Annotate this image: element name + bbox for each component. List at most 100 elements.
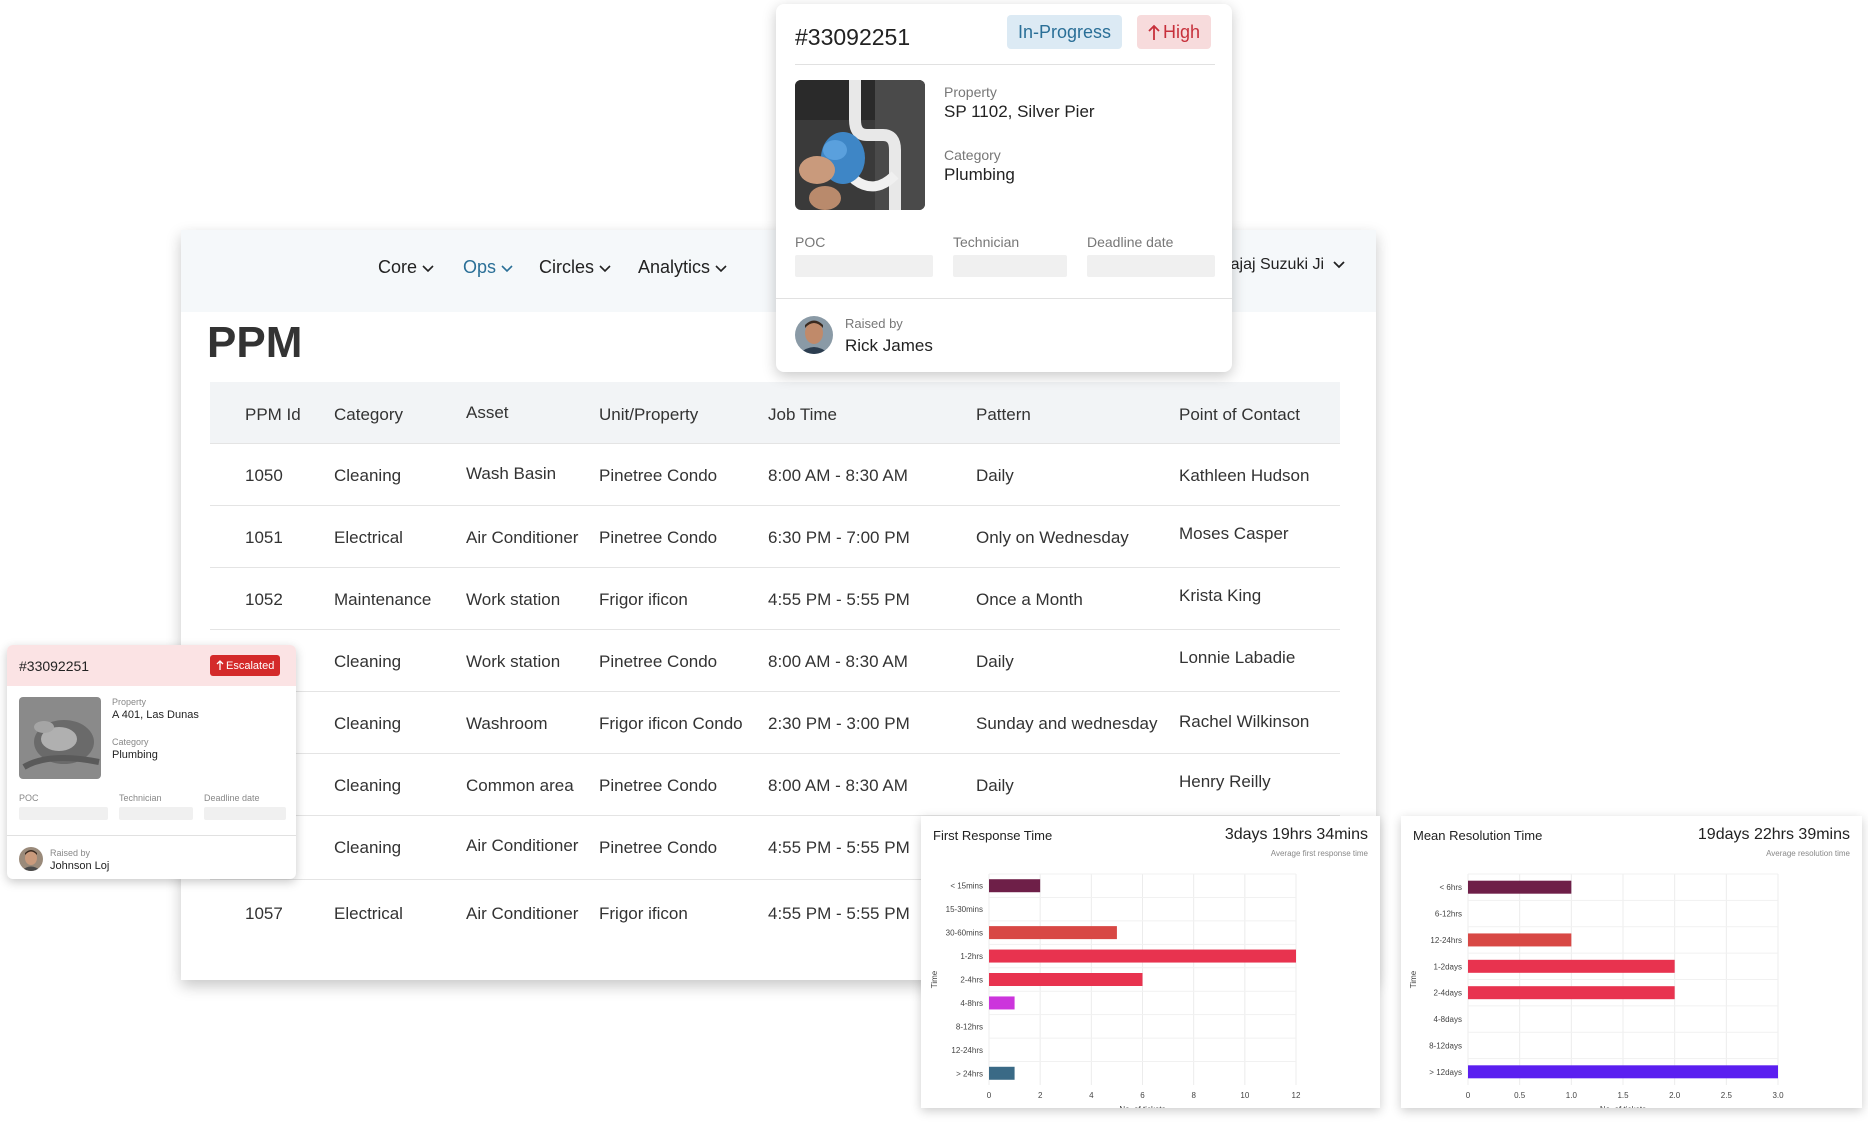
cell-property: Pinetree Condo xyxy=(599,652,718,671)
poc-label: POC xyxy=(19,793,39,803)
y-category-label: < 6hrs xyxy=(1440,883,1462,892)
chart-metric: 19days 22hrs 39mins xyxy=(1697,826,1850,843)
bar xyxy=(1468,933,1572,947)
mean-resolution-time-chart: Mean Resolution Time 19days 22hrs 39mins… xyxy=(1401,816,1862,1108)
nav-circles[interactable]: Circles xyxy=(539,257,612,278)
table-row[interactable]: Cleaning Washroom Frigor ificon Condo 2:… xyxy=(210,692,1340,754)
cell-asset: Air Conditioner xyxy=(466,836,579,855)
column-header[interactable]: Job Time xyxy=(768,405,837,424)
y-category-label: < 15mins xyxy=(950,882,983,891)
y-category-label: 4-8days xyxy=(1434,1015,1462,1024)
arrow-up-icon xyxy=(1148,24,1160,40)
y-category-label: 8-12hrs xyxy=(956,1022,983,1031)
escalated-ticket-card[interactable]: #33092251 Escalated Property A 401, Las … xyxy=(7,645,296,879)
cell-asset: Work station xyxy=(466,590,561,609)
cell-job-time: 8:00 AM - 8:30 AM xyxy=(768,466,908,485)
chevron-down-icon xyxy=(501,264,513,272)
cell-category: Cleaning xyxy=(334,776,402,795)
user-name: Bajaj Suzuki Ji xyxy=(1219,256,1324,273)
category-label: Category xyxy=(112,737,149,747)
x-tick-label: 2.0 xyxy=(1669,1091,1681,1100)
x-tick-label: 8 xyxy=(1191,1091,1196,1100)
nav-core[interactable]: Core xyxy=(378,257,435,278)
poc-placeholder xyxy=(19,807,108,820)
column-header[interactable]: Pattern xyxy=(976,405,1031,424)
raised-by-name: Rick James xyxy=(845,336,933,355)
page-title: PPM xyxy=(207,318,303,367)
chart-plot: 0 2 4 6 8 10 12 < 15mins 15-30mins 30-60mins 1-2hr… xyxy=(930,873,1301,1108)
y-category-label: 12-24hrs xyxy=(951,1046,983,1055)
chevron-down-icon xyxy=(422,264,434,272)
table-row[interactable]: 1050 Cleaning Wash Basin Pinetree Condo … xyxy=(210,444,1340,506)
cell-asset: Wash Basin xyxy=(466,464,557,483)
table-row[interactable]: 1052 Maintenance Work station Frigor ifi… xyxy=(210,568,1340,630)
x-tick-label: 1.5 xyxy=(1617,1091,1629,1100)
cell-contact: Rachel Wilkinson xyxy=(1179,712,1310,731)
ticket-photo[interactable] xyxy=(19,697,101,779)
y-category-label: > 12days xyxy=(1429,1068,1462,1077)
avatar xyxy=(795,316,833,354)
cell-ppm-id: 1051 xyxy=(245,528,283,547)
cell-pattern: Only on Wednesday xyxy=(976,528,1129,547)
bar xyxy=(989,973,1143,986)
table-row[interactable]: Cleaning Work station Pinetree Condo 8:0… xyxy=(210,630,1340,692)
user-menu[interactable]: Bajaj Suzuki Ji xyxy=(1220,256,1346,274)
status-badge: In-Progress xyxy=(1007,15,1123,49)
x-tick-label: 2.5 xyxy=(1721,1091,1733,1100)
bar xyxy=(1468,986,1675,1000)
chart-title: First Response Time xyxy=(933,828,1053,843)
property-label: Property xyxy=(944,84,997,100)
priority-badge: High xyxy=(1137,15,1212,49)
x-tick-label: 10 xyxy=(1240,1091,1249,1100)
bar xyxy=(989,949,1296,963)
table-row[interactable]: 1057 Electrical Air Conditioner Frigor i… xyxy=(210,880,1340,950)
chart-metric-caption: Average first response time xyxy=(1270,849,1368,858)
y-category-label: 30-60mins xyxy=(946,929,983,938)
bar xyxy=(989,996,1015,1010)
avatar xyxy=(19,847,43,871)
cell-contact: Henry Reilly xyxy=(1179,772,1271,791)
nav-analytics[interactable]: Analytics xyxy=(638,257,728,278)
category-value: Plumbing xyxy=(112,749,158,761)
column-header[interactable]: Point of Contact xyxy=(1179,405,1300,424)
cell-category: Cleaning xyxy=(334,714,402,733)
column-header[interactable]: Asset xyxy=(466,403,509,422)
technician-label: Technician xyxy=(953,234,1020,250)
table-row[interactable]: 1051 Electrical Air Conditioner Pinetree… xyxy=(210,506,1340,568)
cell-asset: Common area xyxy=(466,776,574,795)
cell-job-time: 8:00 AM - 8:30 AM xyxy=(768,776,908,795)
cell-asset: Air Conditioner xyxy=(466,904,579,923)
cell-pattern: Once a Month xyxy=(976,590,1083,609)
cell-category: Maintenance xyxy=(334,590,432,609)
divider xyxy=(776,298,1232,299)
column-header[interactable]: Unit/Property xyxy=(599,405,699,424)
cell-contact: Moses Casper xyxy=(1179,524,1289,543)
chart-metric-caption: Average resolution time xyxy=(1766,849,1850,858)
cell-asset: Washroom xyxy=(466,714,548,733)
cell-ppm-id: 1052 xyxy=(245,590,283,609)
y-axis-label: Time xyxy=(1409,970,1418,988)
cell-pattern: Sunday and wednesday xyxy=(976,714,1158,733)
poc-label: POC xyxy=(795,234,826,250)
ticket-detail-popup[interactable]: #33092251 In-Progress High Property SP 1… xyxy=(776,4,1232,372)
column-header[interactable]: PPM Id xyxy=(245,405,301,424)
ticket-photo[interactable] xyxy=(795,80,925,210)
technician-placeholder xyxy=(953,255,1067,277)
bar xyxy=(1468,1065,1778,1079)
category-value: Plumbing xyxy=(944,165,1015,184)
y-category-label: 15-30mins xyxy=(946,905,983,914)
cell-job-time: 4:55 PM - 5:55 PM xyxy=(768,590,910,609)
status-label: In-Progress xyxy=(1018,21,1112,42)
column-header[interactable]: Category xyxy=(334,405,403,424)
nav-ops[interactable]: Ops xyxy=(463,257,514,278)
table-row[interactable]: Cleaning Air Conditioner Pinetree Condo … xyxy=(210,816,1340,880)
x-tick-label: 2 xyxy=(1038,1091,1043,1100)
raised-by-name: Johnson Loj xyxy=(50,860,110,872)
x-tick-label: 6 xyxy=(1140,1091,1145,1100)
cell-property: Frigor ificon xyxy=(599,590,688,609)
bar xyxy=(989,1066,1015,1080)
cell-ppm-id: 1050 xyxy=(245,466,283,485)
status-label: Escalated xyxy=(226,659,275,672)
table-row[interactable]: Cleaning Common area Pinetree Condo 8:00… xyxy=(210,754,1340,816)
bar xyxy=(1468,880,1572,894)
